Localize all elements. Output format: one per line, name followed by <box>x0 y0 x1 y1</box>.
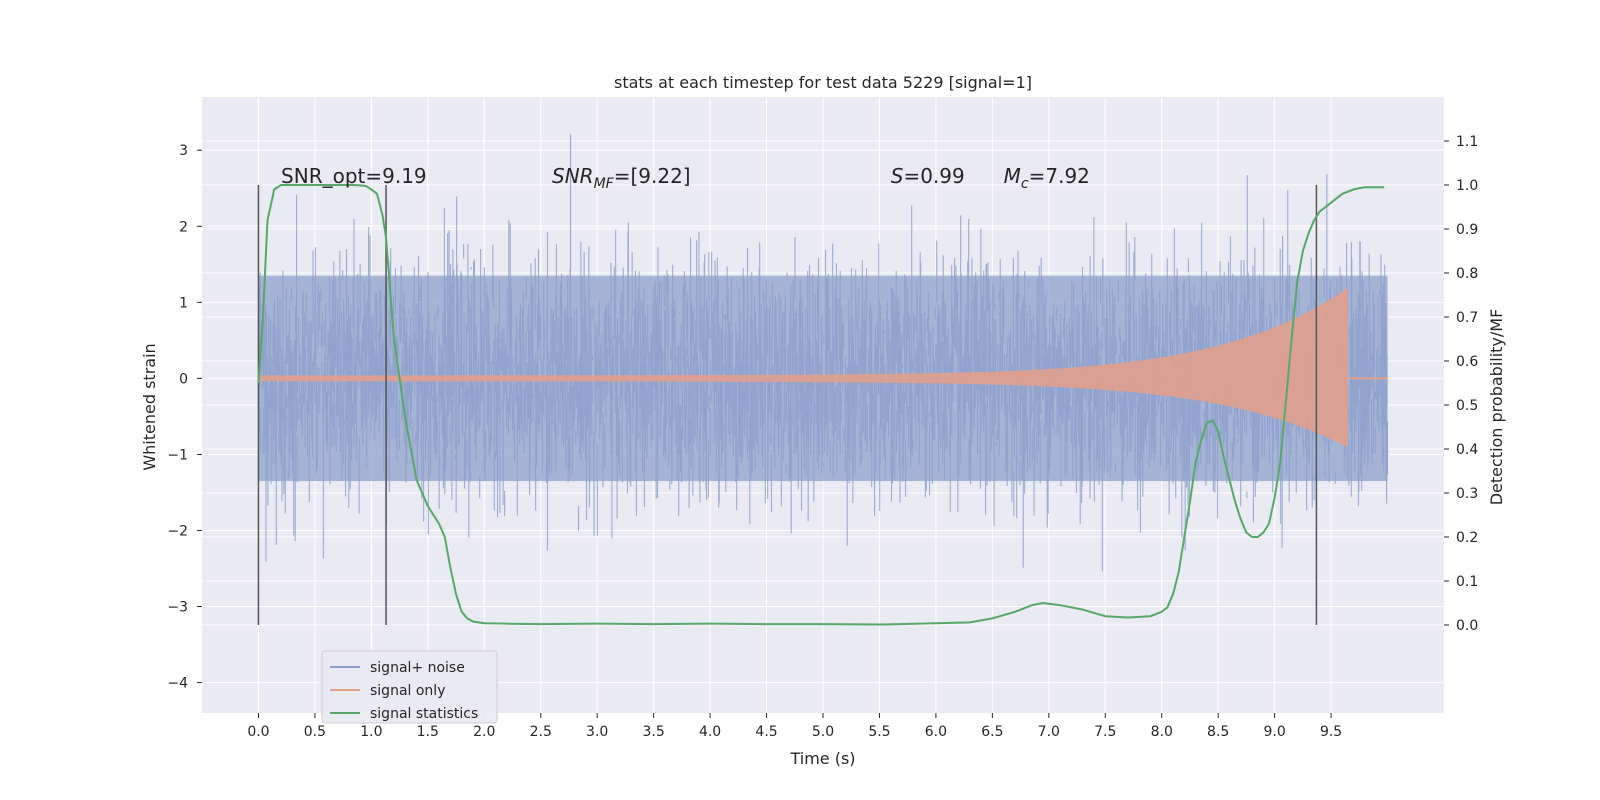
x-tick-label: 9.5 <box>1320 724 1342 740</box>
y-right-tick-label: 0.6 <box>1456 354 1478 370</box>
y-right-tick-label: 0.7 <box>1456 310 1478 326</box>
annotation-3: Mc=7.92 <box>1004 164 1090 192</box>
y-right-tick-label: 0.3 <box>1456 486 1478 502</box>
signal-series <box>258 287 1388 448</box>
x-tick-label: 0.0 <box>247 724 269 740</box>
y-axis-right: 1.1 1.0 0.9 0.8 0.7 0.6 0.5 0.4 0.3 0.2 0.1 0.0 <box>1444 134 1478 634</box>
y-right-tick-label: 0.4 <box>1456 442 1478 458</box>
x-tick-label: 4.0 <box>699 724 721 740</box>
x-tick-label: 6.0 <box>925 724 947 740</box>
x-tick-label: 4.5 <box>755 724 777 740</box>
y-axis-left-label: Whitened strain <box>140 343 159 470</box>
x-axis: 0.0 0.5 1.0 1.5 2.0 2.5 3.0 3.5 4.0 4.5 5.0 5.5 6.0 6… <box>247 713 1342 740</box>
x-tick-label: 8.0 <box>1151 724 1173 740</box>
legend-entry: signal statistics <box>370 706 478 722</box>
x-tick-label: 7.5 <box>1094 724 1116 740</box>
legend-box <box>321 650 498 724</box>
signal-envelope <box>258 287 1349 448</box>
y-left-tick-label: −4 <box>167 676 188 692</box>
x-tick-label: 0.5 <box>304 724 326 740</box>
x-tick-label: 9.0 <box>1264 724 1286 740</box>
chart-title: stats at each timestep for test data 522… <box>614 73 1032 92</box>
statistics-series <box>257 184 1385 626</box>
legend-entry: signal+ noise <box>370 660 465 676</box>
x-tick-label: 5.5 <box>868 724 890 740</box>
y-right-tick-label: 0.5 <box>1456 398 1478 414</box>
x-tick-label: 2.0 <box>473 724 495 740</box>
x-tick-label: 8.5 <box>1207 724 1229 740</box>
y-right-tick-label: 1.1 <box>1456 134 1478 150</box>
annotation-2: S=0.99 <box>891 164 965 188</box>
legend: signal+ noise signal only signal statistic… <box>321 650 498 724</box>
y-right-tick-label: 0.0 <box>1456 618 1478 634</box>
x-tick-label: 6.5 <box>981 724 1003 740</box>
x-tick-label: 2.5 <box>530 724 552 740</box>
x-tick-label: 7.0 <box>1038 724 1060 740</box>
x-axis-label: Time (s) <box>789 749 855 768</box>
y-left-tick-label: −1 <box>167 447 188 463</box>
y-left-tick-label: 0 <box>179 371 188 387</box>
y-left-tick-label: −3 <box>167 600 188 616</box>
x-tick-label: 3.0 <box>586 724 608 740</box>
x-tick-label: 5.0 <box>812 724 834 740</box>
legend-entry: signal only <box>370 683 445 699</box>
annotations: SNR_opt=9.19 SNRMF=[9.22] S=0.99 Mc=7.92 <box>281 164 1090 192</box>
y-right-tick-label: 1.0 <box>1456 178 1478 194</box>
y-left-tick-label: 1 <box>179 295 188 311</box>
y-left-tick-label: 2 <box>179 219 188 235</box>
vertical-markers <box>257 185 1318 625</box>
statistics-line <box>257 184 1385 626</box>
y-axis-right-label: Detection probability/MF <box>1487 309 1506 506</box>
annotation-1: SNRMF=[9.22] <box>552 164 691 192</box>
x-tick-label: 1.0 <box>360 724 382 740</box>
y-right-tick-label: 0.9 <box>1456 222 1478 238</box>
x-tick-label: 3.5 <box>643 724 665 740</box>
y-right-tick-label: 0.8 <box>1456 266 1478 282</box>
annotation-0: SNR_opt=9.19 <box>281 164 427 188</box>
y-right-tick-label: 0.2 <box>1456 530 1478 546</box>
x-tick-label: 1.5 <box>417 724 439 740</box>
y-right-tick-label: 0.1 <box>1456 574 1478 590</box>
y-left-tick-label: −2 <box>167 523 188 539</box>
y-left-tick-label: 3 <box>179 143 188 159</box>
y-axis-left: 3 2 1 0 −1 −2 −3 −4 <box>167 143 202 692</box>
